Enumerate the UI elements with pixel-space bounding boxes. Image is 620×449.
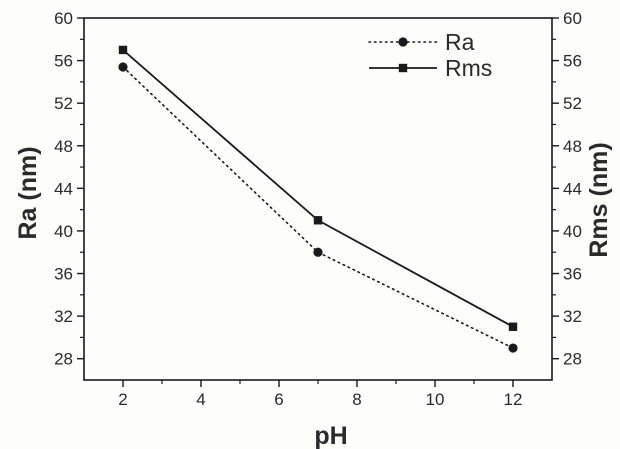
y-tick-label-left: 60 (54, 9, 73, 28)
data-point-rms (118, 45, 128, 55)
y-tick-label-left: 40 (54, 222, 73, 241)
y-tick-label-left: 48 (54, 137, 73, 156)
data-point-rms (508, 322, 518, 331)
data-point-ra (508, 343, 518, 353)
y-tick-label-right: 52 (563, 94, 582, 113)
data-point-rms (313, 216, 323, 225)
data-point-ra (313, 247, 323, 257)
series-line-ra (122, 66, 514, 349)
legend-label-rms: Rms (445, 55, 492, 81)
y-axis-title-right: Rms (nm) (585, 142, 613, 257)
series-line-rms (122, 49, 514, 328)
y-tick-label-left: 56 (54, 52, 73, 71)
x-tick-label: 4 (196, 390, 205, 409)
data-point-ra (118, 62, 128, 72)
y-tick-label-right: 60 (563, 9, 582, 28)
legend-label-ra: Ra (445, 29, 475, 55)
x-tick-label: 10 (426, 390, 445, 409)
y-tick-label-right: 48 (563, 137, 582, 156)
y-tick-label-left: 32 (54, 307, 73, 326)
legend-marker-rms (398, 63, 408, 73)
y-tick-label-left: 36 (54, 265, 73, 284)
x-tick-label: 8 (352, 390, 361, 409)
y-axis-title-left: Ra (nm) (14, 146, 42, 239)
y-tick-label-right: 40 (563, 222, 582, 241)
y-tick-label-right: 28 (563, 350, 582, 369)
x-tick-label: 12 (504, 390, 523, 409)
y-tick-label-left: 52 (54, 94, 73, 113)
x-tick-label: 2 (118, 390, 127, 409)
x-axis-title: pH (314, 422, 347, 449)
y-tick-label-right: 36 (563, 265, 582, 284)
y-tick-label-left: 44 (54, 179, 73, 198)
y-tick-label-right: 32 (563, 307, 582, 326)
y-tick-label-right: 56 (563, 52, 582, 71)
y-tick-label-left: 28 (54, 350, 73, 369)
y-tick-label-right: 44 (563, 179, 582, 198)
legend-marker-ra (398, 37, 408, 47)
x-tick-label: 6 (274, 390, 283, 409)
